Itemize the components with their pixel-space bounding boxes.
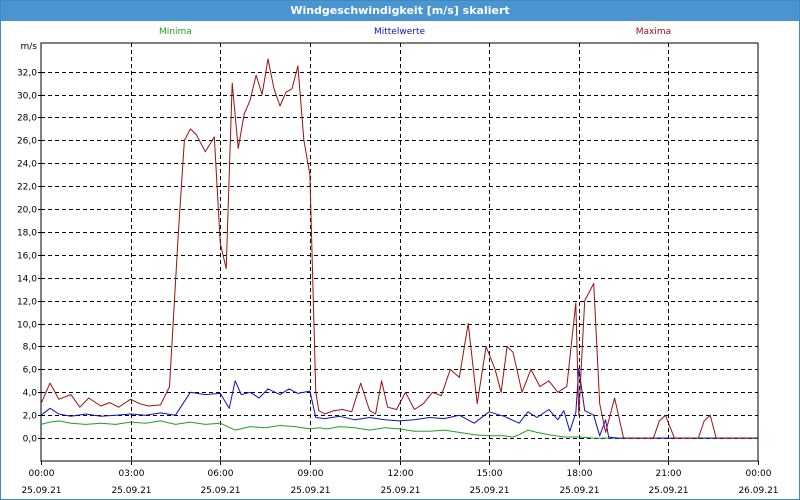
x-tick-date: 25.09.21 [380, 486, 420, 496]
x-tick-date: 25.09.21 [21, 486, 61, 496]
x-tick-time: 12:00 [388, 469, 414, 479]
x-tick-time: 21:00 [656, 469, 682, 479]
y-tick-label: 22,0 [17, 183, 37, 193]
y-tick-label: 26,0 [17, 137, 37, 147]
y-tick-label: 28,0 [17, 114, 37, 124]
grid [41, 43, 758, 461]
y-tick-label: 24,0 [17, 160, 37, 170]
x-tick-date: 25.09.21 [469, 486, 509, 496]
x-tick-time: 00:00 [29, 469, 55, 479]
x-tick-time: 09:00 [298, 469, 324, 479]
y-tick-label: 10,0 [17, 321, 37, 331]
x-tick-time: 06:00 [208, 469, 234, 479]
x-tick-time: 15:00 [477, 469, 503, 479]
y-tick-label: 12,0 [17, 298, 37, 308]
y-tick-label: 8,0 [23, 343, 38, 353]
x-tick-time: 03:00 [119, 469, 145, 479]
legend-entry-maxima: Maxima [636, 27, 671, 37]
x-tick-date: 25.09.21 [648, 486, 688, 496]
x-tick-date: 25.09.21 [290, 486, 330, 496]
y-tick-label: 18,0 [17, 229, 37, 239]
y-tick-label: 20,0 [17, 206, 37, 216]
y-axis-label: m/s [21, 42, 38, 52]
y-tick-label: 30,0 [17, 92, 37, 102]
x-tick-date: 25.09.21 [200, 486, 240, 496]
series-lines [40, 58, 758, 439]
y-tick-label: 4,0 [23, 389, 38, 399]
y-tick-label: 0,0 [23, 435, 38, 445]
x-tick-date: 25.09.21 [559, 486, 599, 496]
window-title: Windgeschwindigkeit [m/s] skaliert [1, 1, 799, 21]
y-tick-label: 14,0 [17, 275, 37, 285]
line-chart: 0,0 2,0 4,0 6,0 8,0 10,0 12,0 14,0 16,0 18,0 20,0 2… [17, 27, 779, 496]
x-tick-time: 18:00 [567, 469, 593, 479]
legend-entry-minima: Minima [159, 27, 192, 37]
y-tick-label: 32,0 [17, 69, 37, 79]
y-tick-label: 6,0 [23, 366, 38, 376]
y-tick-label: 16,0 [17, 252, 37, 262]
x-tick-date: 26.09.21 [738, 486, 778, 496]
series-line-maxima [40, 58, 758, 439]
legend: Minima Mittelwerte Maxima [159, 27, 671, 37]
series-line-minima [40, 420, 758, 439]
axes: 0,0 2,0 4,0 6,0 8,0 10,0 12,0 14,0 16,0 18,0 20,0 2… [17, 42, 779, 496]
x-tick-time: 00:00 [746, 469, 772, 479]
series-line-mittelwerte [40, 367, 758, 439]
x-tick-date: 25.09.21 [111, 486, 151, 496]
y-tick-label: 2,0 [23, 412, 38, 422]
plot-frame [40, 42, 759, 462]
legend-entry-mittelwerte: Mittelwerte [374, 27, 425, 37]
